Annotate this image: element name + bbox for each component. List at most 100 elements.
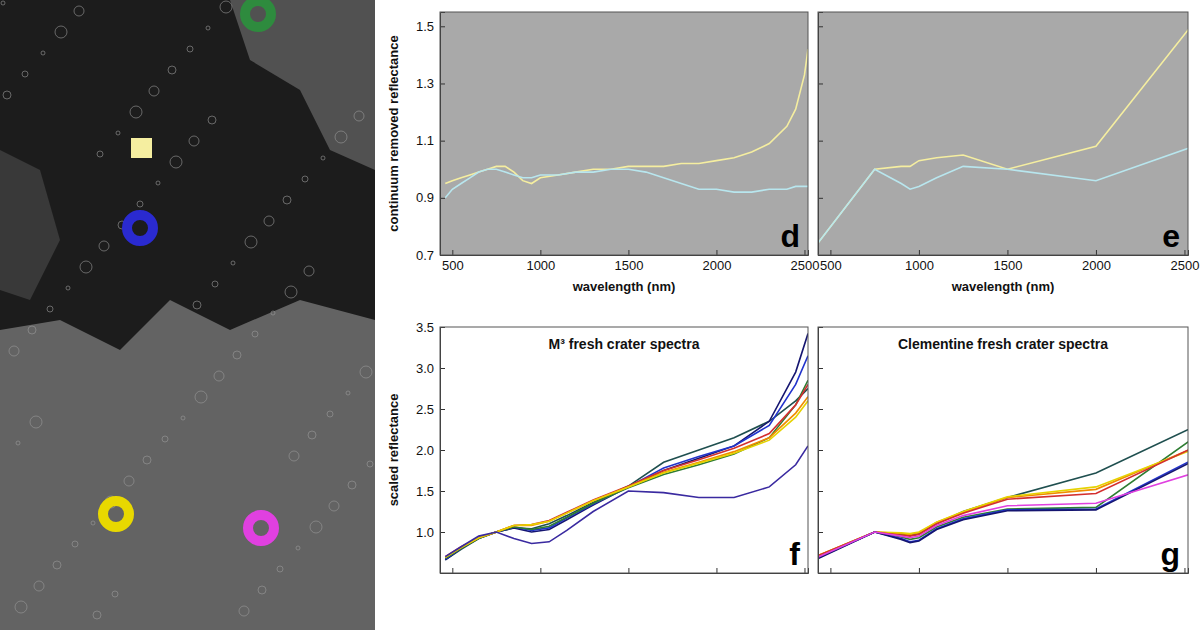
- tick: [818, 198, 823, 199]
- crater: [72, 541, 78, 547]
- terrain-region: [230, 0, 375, 170]
- crater: [91, 521, 95, 525]
- tick-mark: [1007, 250, 1008, 255]
- tick-label: 3.5: [416, 320, 434, 335]
- tick-label: 2.5: [416, 402, 434, 417]
- site-marker: [103, 501, 129, 527]
- crater: [296, 546, 300, 550]
- crater: [130, 106, 142, 118]
- spectrum-line: [445, 334, 808, 560]
- crater: [9, 346, 19, 356]
- crater: [47, 306, 53, 312]
- tick-label: 3.0: [416, 361, 434, 376]
- crater: [302, 176, 308, 182]
- tick-label: 2.0: [416, 443, 434, 458]
- tick-label: 0.9: [416, 190, 434, 205]
- tick-label: 0.7: [416, 248, 434, 263]
- crater: [310, 521, 322, 533]
- tick: [628, 568, 629, 573]
- crater: [285, 286, 297, 298]
- tick: 1.5: [416, 19, 445, 34]
- crater: [195, 391, 207, 403]
- tick: 2000: [702, 250, 731, 273]
- y-axis-title: continuum removed reflectance: [386, 35, 401, 232]
- crater: [360, 366, 372, 378]
- crater: [99, 241, 109, 251]
- spectrum-line: [445, 397, 808, 558]
- panel-title: Clementine fresh crater spectra: [898, 336, 1108, 352]
- tick-label: 2000: [1082, 258, 1111, 273]
- spectrum-line: [818, 423, 1188, 558]
- crater: [112, 591, 118, 597]
- crater: [93, 611, 101, 619]
- plot-marks: [818, 12, 1188, 246]
- tick-mark: [804, 250, 805, 255]
- tick-label: 500: [820, 258, 842, 273]
- tick: [818, 532, 823, 533]
- axis-line: [819, 13, 824, 256]
- tick-mark: [1096, 568, 1097, 573]
- crater: [346, 391, 350, 395]
- tick: 1.3: [416, 76, 445, 91]
- tick-mark: [818, 450, 823, 451]
- crater: [187, 46, 193, 52]
- tick-label: 2000: [702, 258, 731, 273]
- panel-letter: g: [1160, 536, 1180, 572]
- crater: [348, 481, 356, 489]
- axis-line: [441, 328, 446, 574]
- tick-mark: [919, 568, 920, 573]
- crater: [271, 311, 275, 315]
- tick: [452, 568, 453, 573]
- crater: [181, 416, 185, 420]
- crater: [354, 111, 364, 121]
- crater: [15, 601, 27, 613]
- plot-background: [818, 12, 1188, 255]
- axis-line: [441, 13, 446, 256]
- tick-mark: [830, 250, 831, 255]
- plot-frame: [440, 327, 808, 573]
- crater: [116, 131, 120, 135]
- tick-mark: [1184, 250, 1185, 255]
- spectrum-line: [445, 169, 808, 198]
- tick: 0.9: [416, 190, 445, 205]
- crater: [80, 261, 92, 273]
- crater: [329, 501, 339, 511]
- tick: [818, 26, 823, 27]
- image-ground: [0, 0, 375, 630]
- crater: [74, 6, 84, 16]
- tick: [818, 450, 823, 451]
- tick: 2000: [1082, 250, 1111, 273]
- tick-mark: [1096, 250, 1097, 255]
- tick-mark: [716, 568, 717, 573]
- tick-mark: [440, 450, 445, 451]
- tick-label: 2500: [1170, 258, 1199, 273]
- tick-mark: [818, 26, 823, 27]
- terrain-region: [0, 150, 60, 300]
- x-axis: 5001000150020002500: [441, 250, 820, 273]
- x-axis-title: wavelength (nm): [951, 279, 1055, 294]
- panel: 1.01.52.02.53.03.5M³ fresh crater spectr…: [386, 320, 809, 574]
- tick: [919, 568, 920, 573]
- spectrum-line: [445, 384, 808, 556]
- y-axis: 0.70.91.11.31.5: [416, 13, 445, 263]
- spectrum-line: [445, 446, 808, 557]
- tick-mark: [830, 568, 831, 573]
- crater: [124, 476, 134, 486]
- crater: [66, 286, 70, 290]
- crater: [206, 26, 210, 30]
- tick-mark: [628, 568, 629, 573]
- figure: 50010001500200025000.70.91.11.31.5wavele…: [0, 0, 1200, 630]
- crater: [3, 91, 11, 99]
- tick-label: 1.0: [416, 525, 434, 540]
- panel: 5001000150020002500wavelength (nm)e: [815, 12, 1200, 294]
- crater: [283, 196, 291, 204]
- crater: [239, 606, 249, 616]
- tick: [716, 568, 717, 573]
- crater: [277, 566, 283, 572]
- tick: 500: [820, 250, 842, 273]
- spectrum-line: [818, 432, 1188, 558]
- crater: [189, 136, 199, 146]
- panel-letter: d: [780, 218, 800, 254]
- x-axis-title: wavelength (nm): [572, 279, 676, 294]
- tick: 1500: [614, 250, 643, 273]
